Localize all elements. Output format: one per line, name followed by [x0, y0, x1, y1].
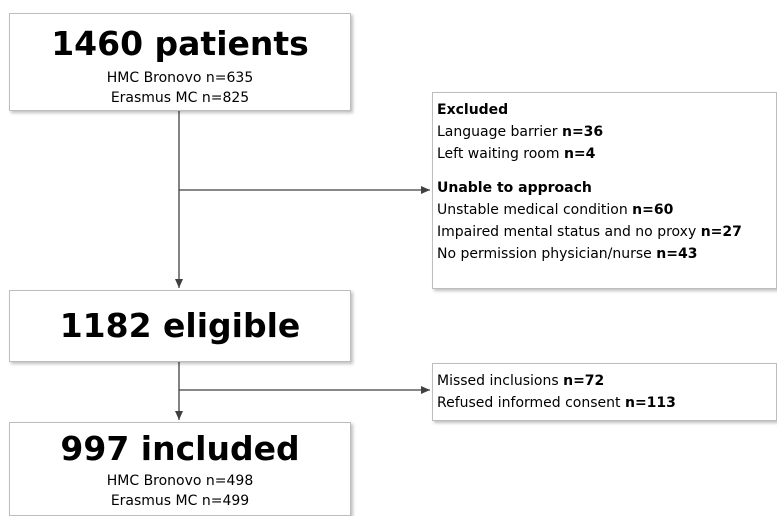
unable-item: Impaired mental status and no proxy n=27	[437, 224, 742, 240]
excluded-item: Left waiting room n=4	[437, 146, 596, 162]
not-included-box: Missed inclusions n=72 Refused informed …	[432, 363, 777, 421]
included-title: 997 included	[60, 429, 300, 468]
excluded-item: Language barrier n=36	[437, 124, 604, 140]
excluded-heading: Excluded	[437, 102, 509, 118]
total-site-1: HMC Bronovo n=635	[106, 70, 254, 86]
excluded-box: Excluded Language barrier n=36 Left wait…	[432, 92, 777, 289]
not-included-item: Missed inclusions n=72	[437, 373, 605, 389]
total-patients-title: 1460 patients	[51, 24, 309, 63]
included-box: 997 included HMC Bronovo n=498 Erasmus M…	[9, 422, 351, 516]
eligible-title: 1182 eligible	[59, 306, 301, 345]
eligible-box: 1182 eligible	[9, 290, 351, 362]
included-site-1: HMC Bronovo n=498	[106, 473, 254, 489]
total-site-2: Erasmus MC n=825	[110, 90, 250, 106]
unable-to-approach-heading: Unable to approach	[437, 180, 592, 196]
unable-item: No permission physician/nurse n=43	[437, 246, 698, 262]
total-patients-box: 1460 patients HMC Bronovo n=635 Erasmus …	[9, 13, 351, 111]
not-included-item: Refused informed consent n=113	[437, 395, 676, 411]
included-site-2: Erasmus MC n=499	[110, 493, 250, 509]
unable-item: Unstable medical condition n=60	[437, 202, 674, 218]
